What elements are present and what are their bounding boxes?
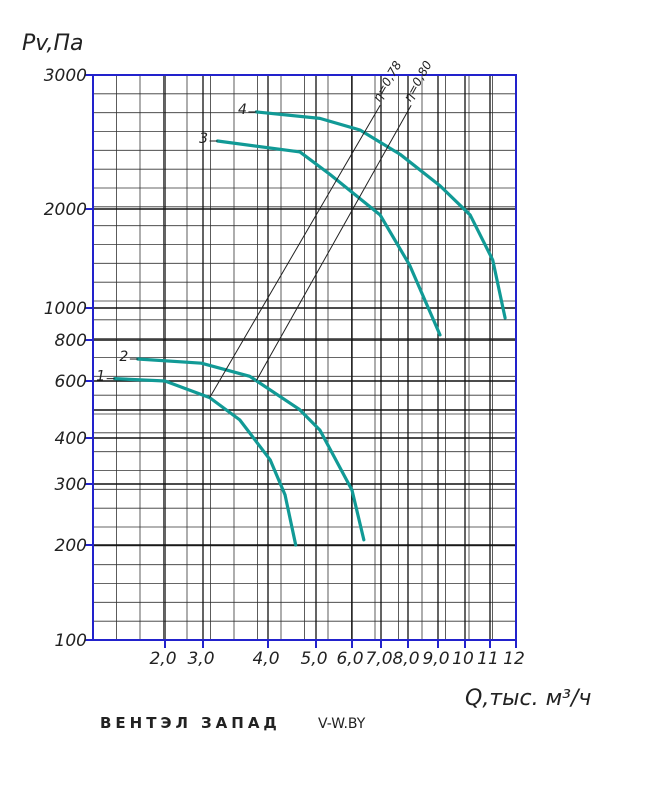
series-label: 1 xyxy=(96,369,105,385)
y-tick-label: 1000 xyxy=(44,299,87,319)
efficiency-line xyxy=(209,104,381,398)
x-tick-label: 4,0 xyxy=(252,649,279,669)
plot-frame xyxy=(92,74,517,641)
series-label: 3 xyxy=(199,131,208,147)
series-label: 2 xyxy=(119,349,128,365)
x-tick-label: 3,0 xyxy=(187,649,214,669)
y-tick-label: 300 xyxy=(55,475,87,495)
y-tick-label: 2000 xyxy=(44,200,87,220)
series-label: 4 xyxy=(238,102,247,118)
watermark-brand: ЗАПАД xyxy=(201,714,281,732)
curve xyxy=(113,377,298,547)
x-axis-label: Q,тыс. м³/ч xyxy=(465,686,591,711)
x-tick-label: 2,0 xyxy=(149,649,176,669)
y-tick-label: 600 xyxy=(55,372,87,392)
curve xyxy=(215,139,442,337)
x-tick-label: 6,0 xyxy=(336,649,363,669)
x-tick-label: 7,0 xyxy=(365,649,392,669)
x-tick-label: 11 xyxy=(477,649,499,669)
watermark-site: V-W.BY xyxy=(318,716,366,732)
y-tick-label: 100 xyxy=(55,631,87,651)
efficiency-label: η=0,80 xyxy=(401,58,435,104)
x-tick-label: 10 xyxy=(452,649,474,669)
x-tick-label: 12 xyxy=(503,649,525,669)
y-tick-label: 400 xyxy=(55,429,87,449)
x-tick-label: 8,0 xyxy=(392,649,419,669)
curve xyxy=(136,357,366,542)
efficiency-line xyxy=(255,104,412,381)
curve xyxy=(254,110,507,320)
y-axis-label: Pv,Па xyxy=(22,31,84,56)
y-tick-label: 3000 xyxy=(44,66,87,86)
x-tick-label: 5,0 xyxy=(300,649,327,669)
y-tick-label: 200 xyxy=(55,536,87,556)
x-tick-label: 9,0 xyxy=(422,649,449,669)
watermark-brand: ВЕНТЭЛ xyxy=(100,714,192,732)
y-tick-label: 800 xyxy=(55,331,87,351)
